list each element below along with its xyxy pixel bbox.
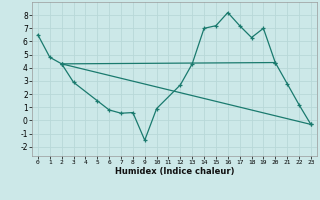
X-axis label: Humidex (Indice chaleur): Humidex (Indice chaleur) [115, 167, 234, 176]
